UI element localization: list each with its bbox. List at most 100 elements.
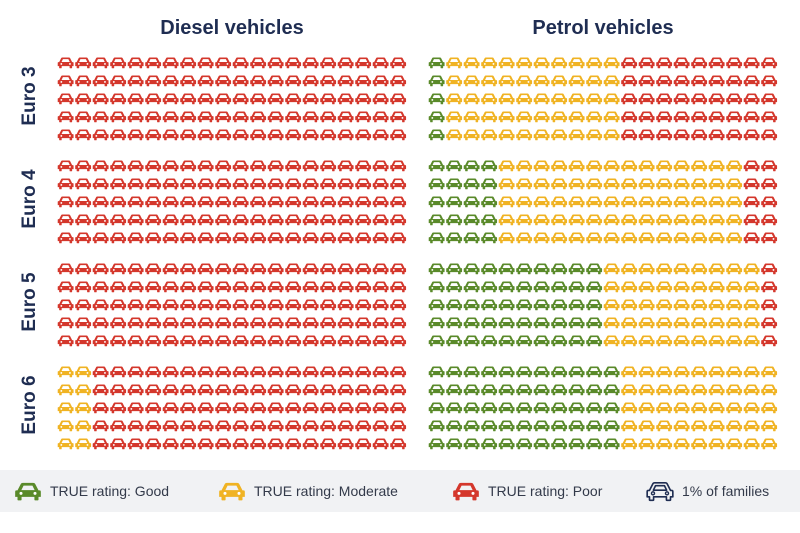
car-icon [498, 57, 515, 69]
car-icon [586, 438, 603, 450]
car-icon [127, 402, 144, 414]
car-icon [162, 129, 179, 141]
car-icon [708, 384, 725, 396]
car-icon [551, 160, 568, 172]
car-icon [180, 317, 197, 329]
car-icon [638, 384, 655, 396]
car-icon [127, 335, 144, 347]
car-icon [162, 366, 179, 378]
car-icon [656, 196, 673, 208]
car-icon [656, 402, 673, 414]
car-icon [127, 384, 144, 396]
car-icon [215, 57, 232, 69]
car-icon [481, 232, 498, 244]
car-icon [621, 129, 638, 141]
car-icon [708, 214, 725, 226]
car-icon [285, 129, 302, 141]
car-icon [285, 299, 302, 311]
car-icon [498, 366, 515, 378]
car-icon [180, 420, 197, 432]
car-icon [302, 178, 319, 190]
car-icon [337, 438, 354, 450]
car-icon [267, 214, 284, 226]
car-icon [691, 281, 708, 293]
car-icon [75, 196, 92, 208]
car-icon [320, 160, 337, 172]
car-icon [463, 232, 480, 244]
car-icon [110, 420, 127, 432]
car-icon [726, 111, 743, 123]
car-icon [428, 402, 445, 414]
car-icon [197, 160, 214, 172]
car-icon [215, 232, 232, 244]
car-icon [390, 232, 407, 244]
car-icon [533, 178, 550, 190]
car-icon [285, 438, 302, 450]
car-icon [516, 384, 533, 396]
car-icon [162, 214, 179, 226]
legend-unit-label: 1% of families [682, 483, 770, 499]
car-icon [145, 232, 162, 244]
car-icon [57, 111, 74, 123]
car-icon [533, 263, 550, 275]
car-icon [337, 57, 354, 69]
car-icon [673, 196, 690, 208]
car-icon [162, 232, 179, 244]
car-icon [250, 214, 267, 226]
car-icon [463, 214, 480, 226]
car-icon [656, 335, 673, 347]
car-icon [92, 129, 109, 141]
car-icon [638, 263, 655, 275]
car-icon [656, 384, 673, 396]
car-icon [302, 366, 319, 378]
car-icon [145, 263, 162, 275]
car-icon [446, 111, 463, 123]
car-icon [428, 438, 445, 450]
car-icon [337, 75, 354, 87]
car-icon [372, 384, 389, 396]
car-icon [57, 178, 74, 190]
car-icon [638, 281, 655, 293]
car-icon [708, 196, 725, 208]
car-icon [390, 299, 407, 311]
car-icon [533, 232, 550, 244]
car-icon [355, 420, 372, 432]
car-icon [498, 178, 515, 190]
car-icon [621, 420, 638, 432]
car-icon [250, 317, 267, 329]
diesel-panel-title: Diesel vehicles [160, 17, 304, 39]
car-icon [498, 93, 515, 105]
car-icon [708, 402, 725, 414]
car-icon [75, 93, 92, 105]
car-icon [355, 232, 372, 244]
car-icon [638, 420, 655, 432]
car-icon [215, 178, 232, 190]
car-icon [691, 178, 708, 190]
car-icon [372, 402, 389, 414]
car-icon [516, 111, 533, 123]
car-icon [761, 111, 778, 123]
car-icon [197, 232, 214, 244]
car-icon [743, 129, 760, 141]
car-icon [180, 214, 197, 226]
car-icon [656, 232, 673, 244]
car-icon [75, 438, 92, 450]
car-icon [691, 366, 708, 378]
car-icon [481, 317, 498, 329]
car-icon [127, 93, 144, 105]
car-icon [551, 93, 568, 105]
car-icon [355, 57, 372, 69]
car-icon [743, 160, 760, 172]
car-icon [673, 317, 690, 329]
car-icon [463, 160, 480, 172]
car-icon [708, 129, 725, 141]
car-icon [92, 335, 109, 347]
car-icon [232, 75, 249, 87]
car-icon [691, 438, 708, 450]
car-icon [302, 75, 319, 87]
car-icon [75, 75, 92, 87]
car-icon [621, 366, 638, 378]
car-icon [533, 129, 550, 141]
car-icon [446, 384, 463, 396]
car-icon [302, 438, 319, 450]
